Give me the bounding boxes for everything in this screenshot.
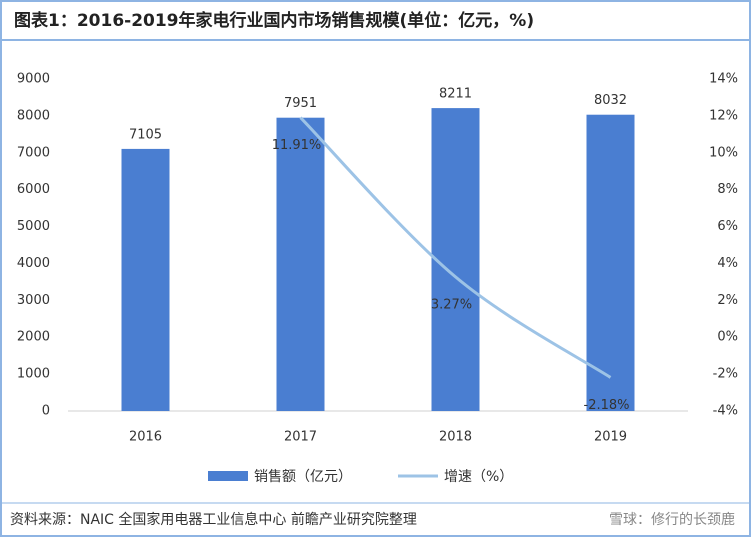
y2-tick-label: 4%	[717, 256, 738, 271]
chart-title: 图表1：2016-2019年家电行业国内市场销售规模(单位：亿元，%)	[14, 10, 534, 31]
line-value-label: -2.18%	[584, 398, 630, 413]
x-tick-label: 2018	[439, 430, 472, 445]
line-value-label: 3.27%	[431, 297, 472, 312]
y2-tick-label: 6%	[717, 219, 738, 234]
bar-value-label: 8211	[439, 87, 472, 102]
y-tick-label: 8000	[17, 108, 50, 123]
y-tick-label: 0	[42, 404, 50, 419]
bar	[276, 117, 325, 411]
y2-tick-label: -4%	[713, 404, 738, 419]
legend-label: 销售额（亿元）	[254, 469, 352, 485]
bar-value-label: 8032	[594, 93, 627, 108]
bar-value-label: 7105	[129, 127, 162, 142]
y-tick-label: 2000	[17, 330, 50, 345]
y2-tick-label: -2%	[713, 367, 738, 382]
bar	[586, 114, 635, 412]
y-tick-label: 1000	[17, 367, 50, 382]
y2-tick-label: 8%	[717, 182, 738, 197]
bar	[431, 108, 480, 411]
line-value-label: 11.91%	[272, 138, 322, 153]
y-tick-label: 6000	[17, 182, 50, 197]
x-tick-label: 2016	[129, 430, 162, 445]
source: 资料来源：NAIC 全国家用电器工业信息中心 前瞻产业研究院整理	[10, 511, 417, 528]
y-tick-label: 7000	[17, 145, 50, 160]
y2-tick-label: 10%	[709, 145, 738, 160]
y2-tick-label: 2%	[717, 293, 738, 308]
legend-label: 增速（%）	[444, 469, 513, 485]
y-tick-label: 4000	[17, 256, 50, 271]
bar-value-label: 7951	[284, 96, 317, 111]
legend-swatch	[208, 471, 248, 481]
line	[299, 116, 612, 379]
x-tick-label: 2017	[284, 430, 317, 445]
y2-tick-label: 14%	[709, 72, 738, 87]
y2-tick-label: 0%	[717, 330, 738, 345]
y2-tick-label: 12%	[709, 108, 738, 123]
y-tick-label: 3000	[17, 293, 50, 308]
watermark: 雪球：修行的长颈鹿	[609, 511, 735, 528]
x-tick-label: 2019	[594, 430, 627, 445]
y-tick-label: 5000	[17, 219, 50, 234]
y-tick-label: 9000	[17, 72, 50, 87]
bar	[121, 148, 170, 411]
